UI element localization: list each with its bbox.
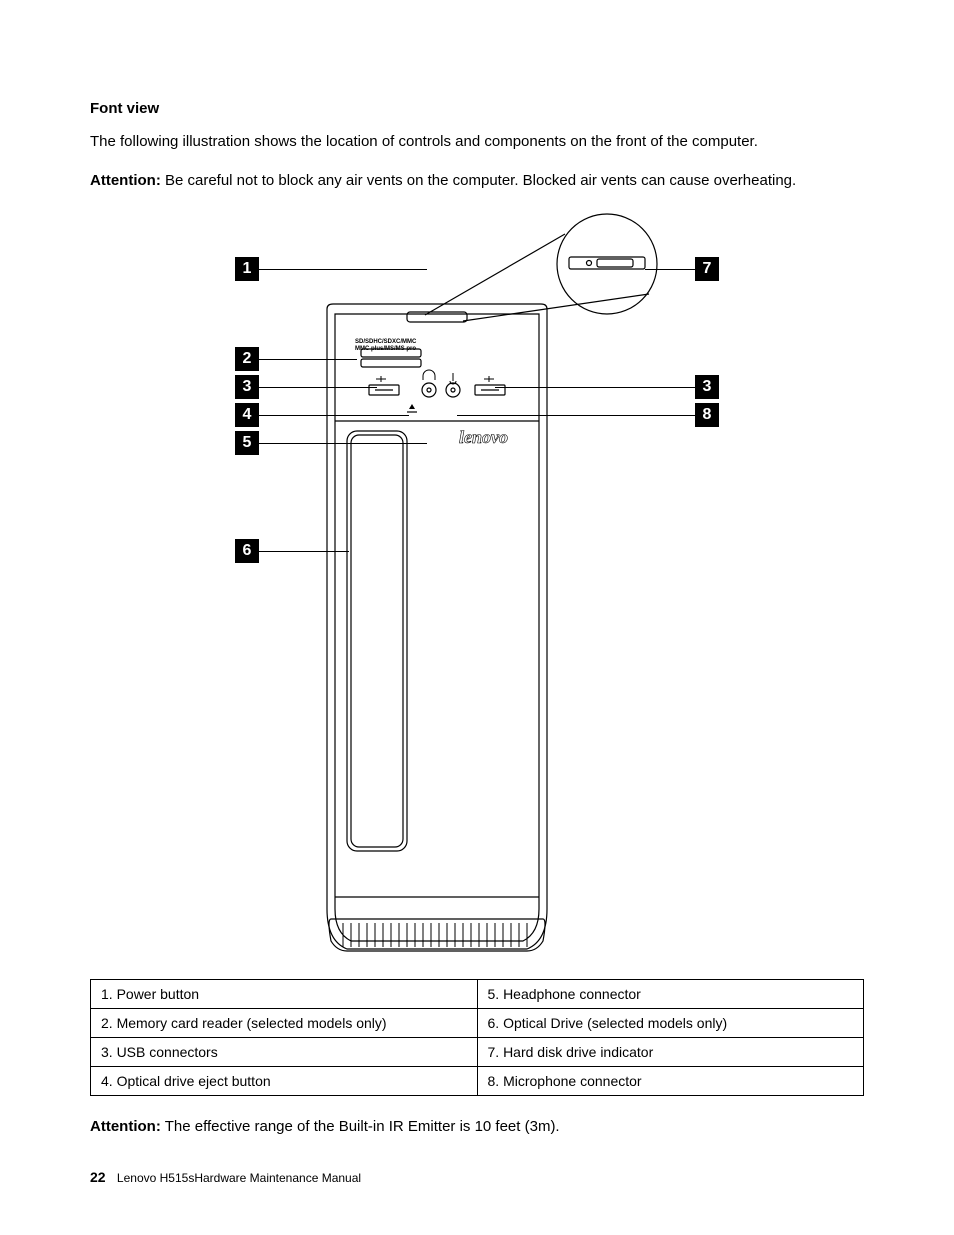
attention-1-label: Attention: bbox=[90, 172, 161, 189]
table-row: 4. Optical drive eject button 8. Microph… bbox=[91, 1067, 864, 1096]
callout-8: 8 bbox=[695, 403, 719, 427]
footer-title: Lenovo H515sHardware Maintenance Manual bbox=[117, 1171, 361, 1185]
legend-cell: 1. Power button bbox=[91, 980, 478, 1009]
card-label-2: MMC plus/MS/MS pro bbox=[355, 346, 416, 352]
callout-6: 6 bbox=[235, 539, 259, 563]
legend-cell: 2. Memory card reader (selected models o… bbox=[91, 1009, 478, 1038]
diagram-container: 1 2 3 4 5 6 7 3 8 bbox=[90, 209, 864, 959]
legend-cell: 8. Microphone connector bbox=[477, 1067, 864, 1096]
attention-2-label: Attention: bbox=[90, 1118, 161, 1135]
leader-1 bbox=[259, 269, 427, 270]
callout-7: 7 bbox=[695, 257, 719, 281]
page-footer: 22 Lenovo H515sHardware Maintenance Manu… bbox=[90, 1169, 361, 1185]
attention-2-text: The effective range of the Built-in IR E… bbox=[161, 1118, 560, 1135]
legend-cell: 4. Optical drive eject button bbox=[91, 1067, 478, 1096]
table-row: 2. Memory card reader (selected models o… bbox=[91, 1009, 864, 1038]
callout-1: 1 bbox=[235, 257, 259, 281]
leader-7 bbox=[645, 269, 695, 270]
table-row: 1. Power button 5. Headphone connector bbox=[91, 980, 864, 1009]
document-page: Font view The following illustration sho… bbox=[0, 0, 954, 1235]
callout-4: 4 bbox=[235, 403, 259, 427]
leader-6 bbox=[259, 551, 349, 552]
card-label-1: SD/SDHC/SDXC/MMC bbox=[355, 339, 417, 345]
lenovo-logo: lenovo bbox=[459, 427, 508, 447]
attention-2: Attention: The effective range of the Bu… bbox=[90, 1116, 864, 1137]
legend-cell: 3. USB connectors bbox=[91, 1038, 478, 1067]
legend-cell: 7. Hard disk drive indicator bbox=[477, 1038, 864, 1067]
callout-5: 5 bbox=[235, 431, 259, 455]
tower-svg: SD/SDHC/SDXC/MMC MMC plus/MS/MS pro bbox=[227, 209, 727, 959]
attention-1-text: Be careful not to block any air vents on… bbox=[161, 172, 796, 189]
leader-4 bbox=[259, 415, 409, 416]
leader-5 bbox=[259, 443, 427, 444]
leader-3r bbox=[495, 387, 695, 388]
leader-2 bbox=[259, 359, 357, 360]
table-row: 3. USB connectors 7. Hard disk drive ind… bbox=[91, 1038, 864, 1067]
callout-3-right: 3 bbox=[695, 375, 719, 399]
callout-2: 2 bbox=[235, 347, 259, 371]
callout-3-left: 3 bbox=[235, 375, 259, 399]
leader-8 bbox=[457, 415, 695, 416]
section-title: Font view bbox=[90, 100, 864, 117]
front-view-diagram: 1 2 3 4 5 6 7 3 8 bbox=[227, 209, 727, 959]
page-number: 22 bbox=[90, 1169, 106, 1185]
intro-paragraph: The following illustration shows the loc… bbox=[90, 131, 864, 152]
leader-3l bbox=[259, 387, 377, 388]
legend-table: 1. Power button 5. Headphone connector 2… bbox=[90, 979, 864, 1096]
attention-1: Attention: Be careful not to block any a… bbox=[90, 170, 864, 191]
legend-cell: 6. Optical Drive (selected models only) bbox=[477, 1009, 864, 1038]
legend-cell: 5. Headphone connector bbox=[477, 980, 864, 1009]
